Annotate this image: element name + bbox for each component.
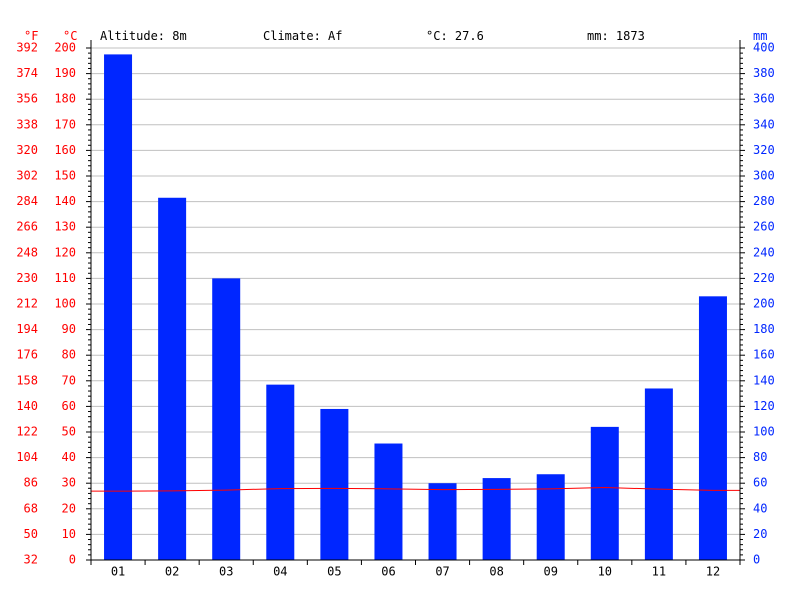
celsius-tick-label: 180 — [54, 92, 76, 106]
celsius-tick-label: 140 — [54, 194, 76, 208]
mm-tick-label: 220 — [753, 271, 775, 285]
mm-tick-label: 80 — [753, 450, 767, 464]
altitude-label: Altitude: 8m — [100, 29, 187, 43]
fahrenheit-tick-label: 122 — [16, 425, 38, 439]
celsius-tick-label: 40 — [62, 450, 76, 464]
month-label: 06 — [381, 565, 395, 579]
mm-tick-label: 160 — [753, 348, 775, 362]
annual-precipitation-label: mm: 1873 — [587, 29, 645, 43]
celsius-unit-label: °C — [63, 29, 78, 43]
celsius-tick-label: 30 — [62, 476, 76, 490]
precipitation-bar — [212, 278, 241, 560]
temperature-line — [91, 487, 740, 492]
celsius-tick-label: 20 — [62, 501, 76, 515]
celsius-tick-label: 170 — [54, 117, 76, 131]
fahrenheit-tick-label: 284 — [16, 194, 38, 208]
mm-tick-label: 340 — [753, 117, 775, 131]
month-label: 12 — [706, 565, 720, 579]
celsius-tick-label: 160 — [54, 143, 76, 157]
mm-tick-label: 100 — [753, 425, 775, 439]
mm-tick-label: 40 — [753, 501, 767, 515]
fahrenheit-tick-label: 302 — [16, 169, 38, 183]
fahrenheit-tick-label: 176 — [16, 348, 38, 362]
precipitation-bar — [590, 426, 619, 560]
celsius-tick-label: 60 — [62, 399, 76, 413]
fahrenheit-tick-label: 320 — [16, 143, 38, 157]
precipitation-bar — [482, 478, 511, 560]
celsius-tick-label: 130 — [54, 220, 76, 234]
fahrenheit-tick-label: 158 — [16, 373, 38, 387]
fahrenheit-unit-label: °F — [24, 29, 39, 43]
month-label: 03 — [219, 565, 233, 579]
fahrenheit-tick-label: 50 — [24, 527, 38, 541]
fahrenheit-tick-label: 266 — [16, 220, 38, 234]
celsius-tick-label: 190 — [54, 66, 76, 80]
mm-tick-label: 0 — [753, 553, 760, 567]
fahrenheit-tick-label: 338 — [16, 117, 38, 131]
month-label: 04 — [273, 565, 287, 579]
fahrenheit-tick-label: 140 — [16, 399, 38, 413]
mm-tick-label: 300 — [753, 169, 775, 183]
celsius-tick-label: 100 — [54, 297, 76, 311]
mm-unit-label: mm — [753, 29, 768, 43]
celsius-tick-label: 0 — [69, 553, 76, 567]
celsius-tick-label: 90 — [62, 322, 76, 336]
month-label: 09 — [543, 565, 557, 579]
fahrenheit-tick-label: 194 — [16, 322, 38, 336]
month-label: 01 — [111, 565, 125, 579]
fahrenheit-tick-label: 86 — [24, 476, 38, 490]
mm-tick-label: 20 — [753, 527, 767, 541]
month-label: 10 — [598, 565, 612, 579]
mm-tick-label: 360 — [753, 92, 775, 106]
precipitation-bar — [158, 197, 187, 560]
celsius-tick-label: 70 — [62, 373, 76, 387]
precipitation-bar — [536, 474, 565, 560]
fahrenheit-tick-label: 230 — [16, 271, 38, 285]
mm-tick-label: 180 — [753, 322, 775, 336]
celsius-tick-label: 120 — [54, 245, 76, 259]
precipitation-bar — [698, 296, 727, 560]
mm-tick-label: 260 — [753, 220, 775, 234]
celsius-tick-label: 50 — [62, 425, 76, 439]
precipitation-bar — [428, 483, 457, 560]
mm-tick-label: 320 — [753, 143, 775, 157]
fahrenheit-tick-label: 374 — [16, 66, 38, 80]
precipitation-bar — [374, 443, 403, 560]
mean-temperature-label: °C: 27.6 — [426, 29, 484, 43]
celsius-tick-label: 200 — [54, 41, 76, 55]
celsius-tick-label: 80 — [62, 348, 76, 362]
mm-tick-label: 400 — [753, 41, 775, 55]
mm-tick-label: 280 — [753, 194, 775, 208]
celsius-tick-label: 10 — [62, 527, 76, 541]
month-label: 11 — [652, 565, 666, 579]
mm-tick-label: 120 — [753, 399, 775, 413]
fahrenheit-tick-label: 212 — [16, 297, 38, 311]
fahrenheit-tick-label: 68 — [24, 501, 38, 515]
fahrenheit-tick-label: 104 — [16, 450, 38, 464]
precipitation-bar — [266, 384, 295, 560]
celsius-tick-label: 110 — [54, 271, 76, 285]
month-label: 07 — [435, 565, 449, 579]
fahrenheit-tick-label: 248 — [16, 245, 38, 259]
precipitation-bar — [644, 388, 673, 560]
fahrenheit-tick-label: 32 — [24, 553, 38, 567]
mm-tick-label: 140 — [753, 373, 775, 387]
month-label: 02 — [165, 565, 179, 579]
month-label: 08 — [489, 565, 503, 579]
fahrenheit-tick-label: 356 — [16, 92, 38, 106]
fahrenheit-tick-label: 392 — [16, 41, 38, 55]
climate-label: Climate: Af — [263, 29, 343, 43]
month-label: 05 — [327, 565, 341, 579]
precipitation-bar — [320, 408, 349, 560]
celsius-tick-label: 150 — [54, 169, 76, 183]
mm-tick-label: 200 — [753, 297, 775, 311]
mm-tick-label: 60 — [753, 476, 767, 490]
mm-tick-label: 240 — [753, 245, 775, 259]
mm-tick-label: 380 — [753, 66, 775, 80]
precipitation-bar — [104, 54, 133, 561]
